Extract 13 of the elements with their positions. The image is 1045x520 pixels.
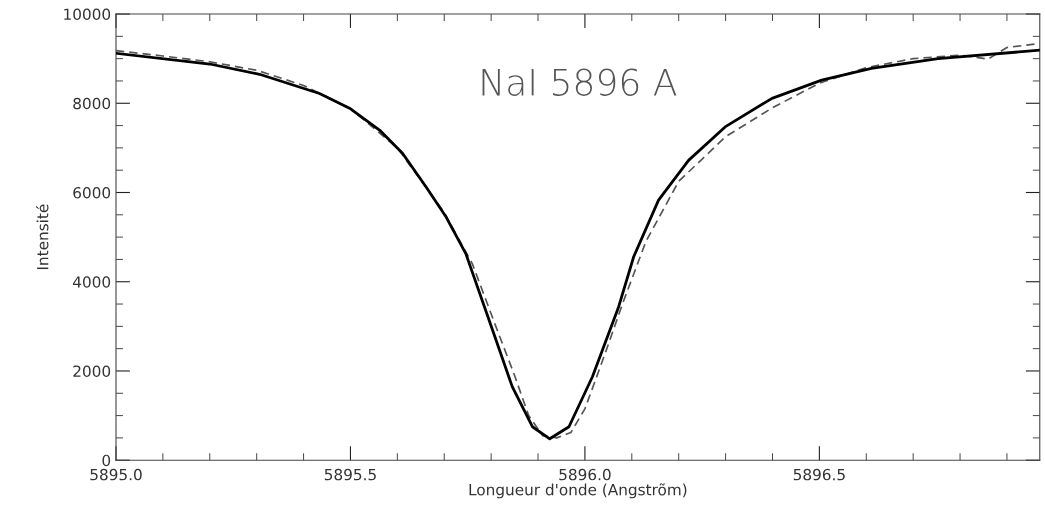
x-tick-label: 5895.5 [324,468,376,481]
annotation: NaI 5896 A [482,68,677,96]
x-axis-title: Longueur d'onde (Angstrõm) [469,483,687,499]
y-tick-label: 0 [102,454,111,467]
x-tick-label: 5896.5 [793,468,845,481]
x-tick-label: 5895.0 [90,468,142,481]
y-axis-title: Intensité [36,204,49,270]
y-tick-label: 10000 [64,8,111,21]
y-tick-label: 8000 [73,97,111,110]
y-tick-label: 2000 [73,365,111,377]
y-tick-label: 6000 [73,186,111,199]
y-tick-label: 4000 [73,276,111,288]
x-tick-label: 5896.0 [559,468,611,481]
